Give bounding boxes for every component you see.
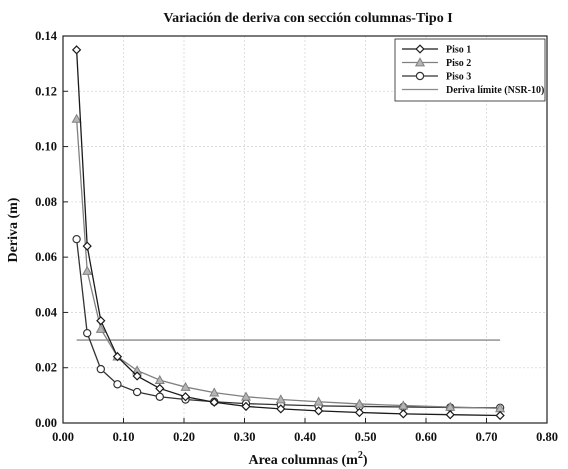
data-point-piso-3 bbox=[72, 234, 81, 244]
data-point-piso-1 bbox=[96, 316, 106, 326]
x-tick-label: 0.30 bbox=[234, 430, 256, 444]
legend-marker-piso-3 bbox=[415, 71, 425, 81]
data-point-piso-1 bbox=[354, 407, 365, 418]
series-layer bbox=[71, 45, 506, 421]
data-point-piso-1 bbox=[398, 409, 408, 419]
y-tick-label: 0.14 bbox=[35, 29, 58, 43]
y-tick-label: 0.02 bbox=[35, 361, 57, 375]
x-tick-label: 0.50 bbox=[355, 430, 377, 444]
data-point-piso-2 bbox=[180, 381, 191, 391]
legend-marker-piso-1 bbox=[415, 44, 425, 54]
data-point-piso-1 bbox=[209, 397, 219, 407]
data-point-piso-3 bbox=[113, 380, 122, 389]
data-point-piso-1 bbox=[495, 410, 505, 421]
y-tick-label: 0.04 bbox=[35, 305, 58, 319]
x-tick-label: 0.40 bbox=[294, 430, 316, 444]
y-tick-label: 0.10 bbox=[35, 140, 57, 154]
x-tick-label: 0.20 bbox=[173, 430, 195, 444]
x-tick-label: 0.60 bbox=[415, 430, 437, 444]
x-tick-label: 0.70 bbox=[476, 430, 498, 444]
data-point-piso-1 bbox=[155, 383, 165, 394]
data-point-piso-1 bbox=[132, 371, 142, 381]
data-point-piso-3 bbox=[155, 392, 164, 401]
axis-ticks: 0.00 0.10 0.20 0.30 0.40 0.50 0.60 0.70 0.80 0.00… bbox=[35, 29, 558, 444]
legend: Piso 1 Piso 2 Piso 3 Deriva límite (NSR-10) bbox=[394, 38, 546, 102]
plot-frame bbox=[62, 35, 548, 424]
data-point-piso-3 bbox=[132, 387, 142, 397]
data-point-piso-1 bbox=[180, 392, 191, 402]
data-point-piso-2 bbox=[275, 394, 286, 404]
data-point-piso-2 bbox=[398, 400, 409, 410]
grid bbox=[63, 36, 547, 423]
y-tick-label: 0.12 bbox=[35, 84, 57, 98]
y-tick-label: 0.08 bbox=[35, 195, 57, 209]
data-point-piso-1 bbox=[71, 45, 82, 55]
x-tick-label: 0.00 bbox=[52, 430, 74, 444]
y-tick-label: 0.06 bbox=[35, 250, 57, 264]
legend-label-piso-1: Piso 1 bbox=[446, 45, 471, 56]
data-point-piso-1 bbox=[112, 352, 123, 362]
data-point-piso-3 bbox=[82, 328, 92, 338]
x-tick-label: 0.10 bbox=[113, 430, 135, 444]
data-point-piso-1 bbox=[445, 410, 455, 420]
chart-title: Variación de deriva con sección columnas… bbox=[163, 11, 452, 26]
legend-label-deriva-l-mite-nsr-10: Deriva límite (NSR-10) bbox=[446, 85, 544, 96]
data-point-piso-2 bbox=[240, 391, 252, 401]
legend-label-piso-3: Piso 3 bbox=[446, 72, 471, 83]
data-point-piso-1 bbox=[313, 406, 324, 416]
data-point-piso-3 bbox=[96, 364, 106, 374]
data-point-piso-2 bbox=[82, 265, 93, 275]
data-point-piso-2 bbox=[154, 374, 165, 385]
data-point-piso-2 bbox=[313, 396, 324, 406]
y-axis-label: Deriva (m) bbox=[6, 197, 21, 262]
data-point-piso-2 bbox=[95, 323, 106, 333]
data-point-piso-2 bbox=[71, 113, 82, 123]
data-point-piso-1 bbox=[82, 241, 92, 251]
legend-marker-piso-2 bbox=[414, 57, 426, 67]
y-tick-label: 0.00 bbox=[35, 416, 57, 430]
data-point-piso-2 bbox=[209, 387, 220, 397]
data-point-piso-2 bbox=[354, 398, 365, 408]
legend-label-piso-2: Piso 2 bbox=[446, 58, 471, 69]
x-axis-label: Area columnas (m2) bbox=[248, 450, 367, 468]
data-point-piso-1 bbox=[241, 401, 251, 412]
data-point-piso-1 bbox=[276, 404, 286, 414]
x-tick-label: 0.80 bbox=[536, 430, 558, 444]
